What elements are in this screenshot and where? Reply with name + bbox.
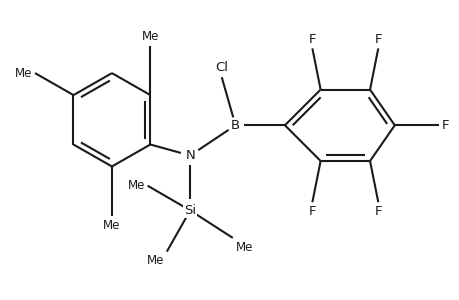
Text: F: F bbox=[374, 33, 381, 46]
Text: F: F bbox=[374, 205, 381, 218]
Text: Me: Me bbox=[235, 241, 252, 254]
Text: Me: Me bbox=[146, 254, 164, 267]
Text: Cl: Cl bbox=[215, 61, 228, 74]
Text: F: F bbox=[441, 119, 448, 132]
Text: F: F bbox=[308, 205, 315, 218]
Text: Si: Si bbox=[184, 204, 196, 217]
Text: Me: Me bbox=[127, 179, 145, 192]
Text: Me: Me bbox=[103, 219, 120, 232]
Text: Me: Me bbox=[15, 67, 32, 80]
Text: B: B bbox=[230, 119, 240, 132]
Text: N: N bbox=[185, 149, 195, 162]
Text: F: F bbox=[308, 33, 315, 46]
Text: Me: Me bbox=[141, 30, 159, 43]
